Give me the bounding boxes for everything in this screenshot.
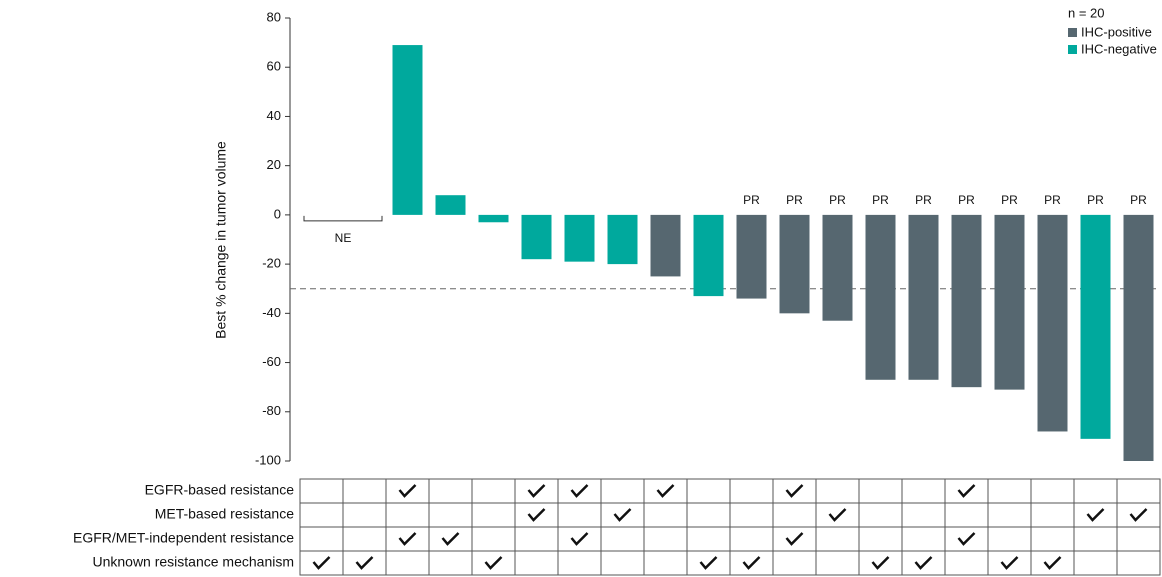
y-tick-label: -40 (262, 305, 281, 320)
check-mark (613, 508, 632, 522)
check-mark (527, 508, 546, 522)
y-tick-label: -20 (262, 256, 281, 271)
bar (736, 214, 767, 299)
bar-label: PR (1130, 193, 1147, 207)
row-label: Unknown resistance mechanism (92, 554, 294, 570)
bar-label: PR (872, 193, 889, 207)
row-label: EGFR/MET-independent resistance (73, 530, 294, 546)
bar (1123, 214, 1154, 461)
bar-label: PR (1001, 193, 1018, 207)
legend-label: IHC-negative (1081, 41, 1157, 56)
y-tick-label: 0 (274, 206, 281, 221)
bar (693, 214, 724, 297)
check-mark (484, 556, 503, 570)
check-mark (699, 556, 718, 570)
check-mark (656, 484, 675, 498)
check-mark (398, 484, 417, 498)
bar (1037, 214, 1068, 432)
check-mark (957, 532, 976, 546)
y-tick-label: -100 (255, 452, 281, 467)
y-tick-label: 60 (267, 59, 281, 74)
bar-label: PR (1087, 193, 1104, 207)
y-tick-label: 40 (267, 108, 281, 123)
check-mark (312, 556, 331, 570)
bar-label: PR (958, 193, 975, 207)
check-mark (570, 532, 589, 546)
legend-swatch (1068, 45, 1077, 54)
check-mark (1086, 508, 1105, 522)
bar-label: PR (915, 193, 932, 207)
bar (1080, 214, 1111, 439)
check-mark (355, 556, 374, 570)
y-tick-label: -80 (262, 403, 281, 418)
row-label: EGFR-based resistance (145, 482, 295, 498)
check-mark (785, 532, 804, 546)
bar (564, 214, 595, 262)
bar (822, 214, 853, 321)
legend-label: IHC-positive (1081, 24, 1152, 39)
legend-title: n = 20 (1068, 5, 1105, 20)
check-mark (871, 556, 890, 570)
bar (478, 214, 509, 223)
bar-label: PR (743, 193, 760, 207)
check-mark (828, 508, 847, 522)
bar (994, 214, 1025, 390)
bar (607, 214, 638, 265)
check-mark (1043, 556, 1062, 570)
bar-label: PR (829, 193, 846, 207)
bar (779, 214, 810, 314)
bar (521, 214, 552, 260)
y-tick-label: -60 (262, 354, 281, 369)
check-mark (1000, 556, 1019, 570)
bar (951, 214, 982, 388)
check-mark (1129, 508, 1148, 522)
bar (650, 214, 681, 277)
ne-label: NE (335, 231, 352, 245)
y-tick-label: 20 (267, 157, 281, 172)
ne-bracket (303, 215, 383, 222)
check-mark (441, 532, 460, 546)
bar-label: PR (786, 193, 803, 207)
bar (392, 45, 423, 215)
check-mark (957, 484, 976, 498)
y-axis-label: Best % change in tumor volume (213, 141, 229, 339)
y-tick-label: 80 (267, 9, 281, 24)
check-mark (527, 484, 546, 498)
check-mark (398, 532, 417, 546)
bar (865, 214, 896, 380)
bar-label: PR (1044, 193, 1061, 207)
check-mark (570, 484, 589, 498)
legend-swatch (1068, 28, 1077, 37)
bar (908, 214, 939, 380)
check-mark (742, 556, 761, 570)
check-mark (914, 556, 933, 570)
bar (435, 195, 466, 215)
row-label: MET-based resistance (155, 506, 294, 522)
check-mark (785, 484, 804, 498)
